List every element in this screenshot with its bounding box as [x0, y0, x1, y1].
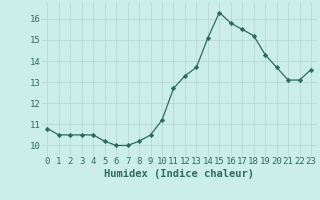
X-axis label: Humidex (Indice chaleur): Humidex (Indice chaleur) — [104, 169, 254, 179]
